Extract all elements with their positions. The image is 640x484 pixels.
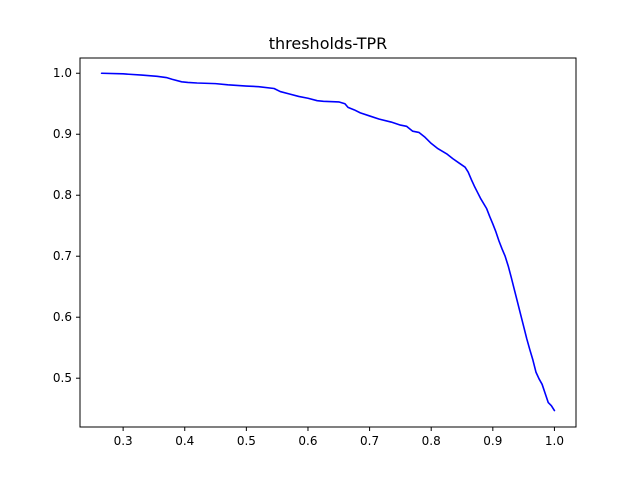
plot-area-frame bbox=[79, 57, 577, 428]
y-tick-label: 0.7 bbox=[53, 249, 72, 263]
x-tick-label: 0.8 bbox=[422, 434, 441, 448]
y-tick-label: 0.5 bbox=[53, 371, 72, 385]
x-tick-label: 1.0 bbox=[545, 434, 564, 448]
x-tick-label: 0.5 bbox=[237, 434, 256, 448]
x-tick-label: 0.4 bbox=[175, 434, 194, 448]
chart-title: thresholds-TPR bbox=[269, 34, 388, 53]
y-tick-label: 1.0 bbox=[53, 66, 72, 80]
x-tick-label: 0.3 bbox=[114, 434, 133, 448]
y-tick-label: 0.9 bbox=[53, 127, 72, 141]
x-tick-label: 0.6 bbox=[298, 434, 317, 448]
y-tick-label: 0.8 bbox=[53, 188, 72, 202]
series-line bbox=[100, 72, 556, 412]
series-layer bbox=[100, 72, 556, 412]
y-tick-label: 0.6 bbox=[53, 310, 72, 324]
x-tick-label: 0.7 bbox=[360, 434, 379, 448]
axis-ticks-layer: 0.3 0.4 0.5 0.6 0.7 0.8 0.9 1.0 0.5 0.6 0.7 0.8 0.9 1… bbox=[53, 66, 564, 448]
x-tick-label: 0.9 bbox=[483, 434, 502, 448]
